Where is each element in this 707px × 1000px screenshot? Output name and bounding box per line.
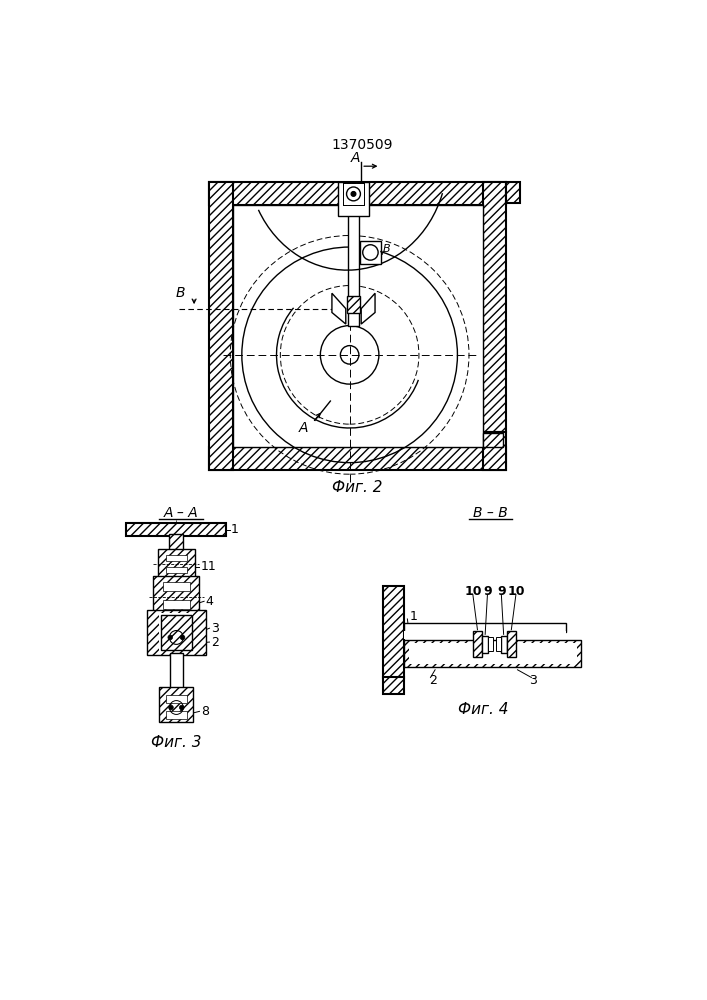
Bar (382, 677, 404, 694)
Bar (233, 205, 483, 447)
Text: В: В (382, 244, 390, 254)
Text: 11: 11 (201, 560, 217, 573)
Text: 3: 3 (529, 674, 537, 687)
Bar (382, 586, 404, 678)
Circle shape (180, 705, 184, 710)
Text: 1: 1 (230, 523, 238, 536)
Bar (346, 296, 361, 312)
Circle shape (351, 192, 356, 196)
Bar (473, 631, 482, 657)
Bar (506, 182, 520, 203)
Bar (343, 183, 364, 205)
Text: 3: 3 (211, 622, 219, 635)
Bar (348, 205, 359, 326)
Bar (165, 711, 187, 719)
Text: А – А: А – А (163, 506, 199, 520)
Text: 1: 1 (409, 610, 418, 623)
Bar (160, 613, 193, 651)
Bar (153, 576, 199, 613)
Text: Фиг. 3: Фиг. 3 (151, 735, 201, 750)
Bar (165, 555, 187, 561)
Polygon shape (332, 293, 346, 324)
Bar (170, 653, 182, 690)
Text: 2: 2 (211, 636, 219, 649)
Bar (483, 433, 503, 447)
Text: Фиг. 4: Фиг. 4 (457, 702, 508, 717)
Circle shape (168, 635, 173, 640)
Bar (338, 182, 369, 216)
Bar (404, 631, 566, 639)
Bar (496, 637, 501, 651)
Bar (165, 695, 187, 703)
Text: 1370509: 1370509 (331, 138, 392, 152)
Circle shape (169, 705, 173, 710)
Bar (483, 432, 506, 470)
Text: В: В (175, 286, 185, 300)
Bar (160, 687, 193, 722)
Text: А: А (298, 421, 308, 435)
Bar (170, 534, 183, 551)
Text: А: А (350, 151, 360, 165)
Bar (483, 182, 506, 432)
Text: 8: 8 (201, 705, 209, 718)
Text: 9: 9 (497, 585, 506, 598)
Bar (360, 241, 381, 264)
Bar (489, 637, 493, 651)
Bar (404, 623, 566, 632)
Bar (209, 447, 506, 470)
Bar (158, 549, 195, 578)
Bar (501, 636, 507, 653)
Bar (163, 600, 190, 609)
Bar (209, 182, 506, 205)
Polygon shape (361, 293, 375, 324)
Text: 9: 9 (483, 585, 492, 598)
Text: 4: 4 (206, 595, 214, 608)
Text: Фиг. 2: Фиг. 2 (332, 480, 382, 495)
Bar (343, 183, 364, 205)
Bar (209, 182, 233, 470)
Bar (147, 610, 206, 655)
Text: 2: 2 (429, 674, 437, 687)
Circle shape (180, 635, 185, 640)
Bar (409, 643, 577, 664)
Bar (404, 640, 581, 667)
Bar (507, 631, 516, 657)
Bar (482, 636, 489, 653)
Text: 10: 10 (464, 585, 481, 598)
Circle shape (340, 346, 359, 364)
Bar (161, 615, 192, 650)
Bar (165, 567, 187, 573)
Text: 10: 10 (507, 585, 525, 598)
Bar (163, 582, 190, 591)
Text: В – В: В – В (473, 506, 508, 520)
Bar (127, 523, 226, 536)
